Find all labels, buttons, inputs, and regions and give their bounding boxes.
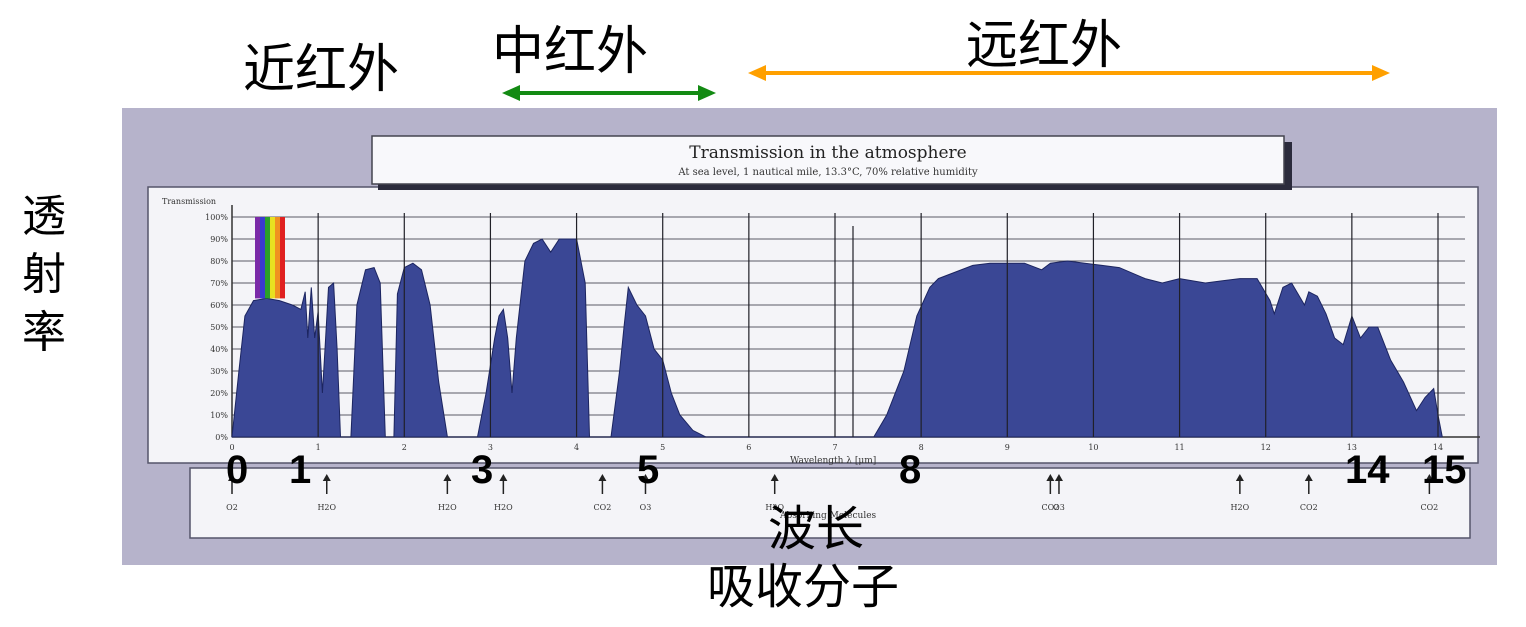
absorber-arrowhead [1425, 474, 1434, 481]
absorber-label: CO2 [1420, 503, 1438, 512]
near-infrared-label: 近红外 [243, 40, 400, 100]
y-tick-label: 50% [210, 323, 228, 332]
absorbers-panel [189, 467, 1471, 539]
absorber-arrowhead [1235, 474, 1244, 481]
absorber-label: H2O [317, 503, 336, 512]
visible-spectrum-stripe [265, 217, 270, 299]
absorber-arrowhead [322, 474, 331, 481]
absorber-arrowhead [1054, 474, 1063, 481]
mid-infrared-arrow [502, 85, 716, 101]
absorber-arrowhead [770, 474, 779, 481]
title-box [371, 135, 1285, 185]
axis-ticks: 0 1 2 3 4 5 6 7 8 9 10 11 12 13 14 [229, 443, 1443, 452]
x-tick-label: 3 [488, 443, 493, 452]
x-tick-label: 9 [1005, 443, 1010, 452]
visible-spectrum-stripe [270, 217, 275, 299]
y-tick-label: 10% [210, 411, 228, 420]
far-infrared-label: 远红外 [966, 16, 1123, 76]
absorber-arrowhead [443, 474, 452, 481]
x-tick-label: 5 [660, 443, 665, 452]
visible-spectrum-stripe [260, 217, 265, 299]
y-tick-label: 20% [210, 389, 228, 398]
y-axis-title: Transmission [162, 197, 216, 206]
visible-spectrum-stripe [255, 217, 260, 299]
absorber-arrowhead [499, 474, 508, 481]
figure-subtitle: At sea level, 1 nautical mile, 13.3°C, 7… [677, 167, 978, 178]
transmission-area [231, 238, 1443, 438]
overlay-tick: 1 [289, 448, 312, 492]
x-tick-label: 11 [1174, 443, 1184, 452]
y-tick-label: 80% [210, 257, 228, 266]
absorber-label: CO2 [594, 503, 612, 512]
overlay-tick: 3 [471, 448, 494, 492]
mid-infrared-label: 中红外 [492, 22, 649, 82]
y-tick-label: 70% [210, 279, 228, 288]
x-tick-label: 4 [574, 443, 579, 452]
x-tick-label: 7 [832, 443, 837, 452]
absorber-label: CO2 [1041, 503, 1059, 512]
x-tick-label: 10 [1088, 443, 1098, 452]
side-char: 射 [22, 249, 66, 300]
absorber-label: O3 [1053, 503, 1065, 512]
x-tick-label: 8 [919, 443, 924, 452]
absorber-arrowhead [228, 474, 236, 481]
x-tick-label: 13 [1347, 443, 1357, 452]
x-tick-label: 6 [746, 443, 751, 452]
absorbing-molecules-label: 吸收分子 [707, 559, 900, 615]
x-tick-label: 0 [229, 443, 234, 452]
y-tick-label: 40% [210, 345, 228, 354]
absorber-label: CO2 [1300, 503, 1318, 512]
absorber-label: O3 [640, 503, 652, 512]
absorber-arrowhead [641, 474, 650, 481]
absorber-label: H2O [438, 503, 457, 512]
absorber-label: H2O [765, 503, 784, 512]
absorber-label: H2O [1231, 503, 1250, 512]
absorber-label: H2O [494, 503, 513, 512]
grid-verticals [317, 213, 1439, 437]
series-area [231, 217, 1443, 438]
visible-spectrum-stripe [280, 217, 285, 299]
x-tick-label: 1 [316, 443, 321, 452]
figure-title: Transmission in the atmosphere [689, 143, 966, 163]
x-tick-label: 12 [1261, 443, 1271, 452]
wavelength-label: 波长 [768, 501, 865, 557]
x-tick-label: 14 [1433, 443, 1443, 452]
y-tick-label: 60% [210, 301, 228, 310]
overlay-tick: 14 [1345, 448, 1390, 492]
far-infrared-arrow [748, 65, 1390, 81]
visible-spectrum-stripe [275, 217, 280, 299]
y-tick-label: 90% [210, 235, 228, 244]
y-tick-label: 100% [205, 213, 228, 222]
x-tick-label: 2 [402, 443, 407, 452]
y-tick-label: 30% [210, 367, 228, 376]
transmittance-label: 透 射 率 [14, 188, 74, 362]
absorber-arrowhead [1304, 474, 1313, 481]
absorber-arrowhead [598, 474, 607, 481]
absorber-arrowhead [1046, 474, 1055, 481]
absorber-label: O2 [226, 503, 238, 512]
side-char: 透 [22, 191, 66, 242]
y-tick-label: 0% [215, 433, 228, 442]
overlay-tick: 0 [226, 448, 249, 492]
overlay-tick: 15 [1422, 448, 1467, 492]
overlay-tick: 8 [899, 448, 922, 492]
x-axis-title: Wavelength λ [μm] [790, 456, 876, 466]
side-char: 率 [22, 307, 66, 358]
absorbers-title: Absorbing Molecules [779, 511, 877, 521]
overlay-tick: 5 [637, 448, 660, 492]
